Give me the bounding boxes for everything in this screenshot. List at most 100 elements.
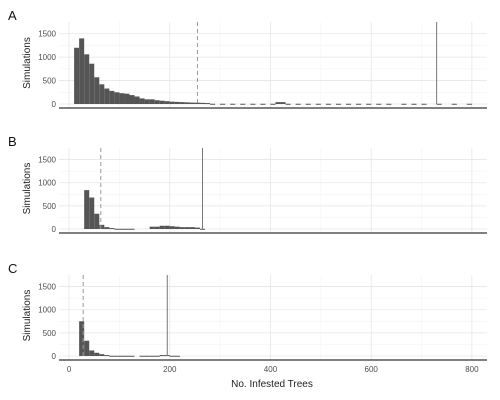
histogram-bar	[114, 92, 120, 104]
histogram-bar	[179, 227, 185, 229]
histogram-bar	[154, 100, 160, 104]
histogram-bar-low	[285, 103, 291, 105]
histogram-bar	[74, 47, 80, 104]
histogram-bar-low	[325, 103, 331, 105]
histogram-bar	[129, 95, 135, 104]
histogram-bar-low	[436, 103, 442, 105]
histogram-bar	[159, 100, 165, 104]
histogram-bar	[280, 102, 286, 104]
y-axis-title: Simulations	[22, 290, 33, 342]
histogram-bar	[109, 90, 115, 104]
histogram-bar	[149, 226, 155, 229]
histogram-bar	[89, 350, 95, 356]
histogram-bar	[189, 227, 195, 229]
panel-b: 0 500 1000 1500 Simulations B	[8, 134, 487, 234]
histogram-bar	[199, 102, 206, 104]
histogram-bar	[79, 38, 85, 104]
histogram-bar-low	[270, 103, 276, 105]
histogram-bar-low	[305, 103, 311, 105]
y-axis-title: Simulations	[22, 163, 33, 215]
y-tick-label: 500	[43, 77, 57, 86]
histogram-bar	[174, 101, 180, 104]
histogram-bar-low	[129, 228, 135, 230]
histogram-bar-low	[124, 228, 130, 230]
histogram-bar-low	[230, 103, 236, 105]
histogram-bar-low	[421, 103, 427, 105]
histogram-bar	[124, 93, 130, 104]
histogram-bar	[144, 99, 150, 104]
histogram-bar	[104, 227, 110, 229]
histogram-bar	[94, 213, 100, 229]
histogram-bar	[94, 77, 100, 104]
histogram-bar-low	[169, 355, 175, 357]
histogram-bar	[99, 84, 105, 104]
histogram-bar-low	[109, 355, 115, 357]
histogram-bar	[184, 227, 190, 229]
histogram-bar-low	[144, 355, 150, 357]
histogram-bar	[184, 102, 190, 104]
histogram-bar	[275, 102, 281, 104]
histogram-bar	[169, 226, 175, 229]
y-tick-label: 0	[52, 225, 57, 234]
y-tick-label: 1000	[38, 179, 56, 188]
histogram-bar-low	[401, 103, 407, 105]
histogram-bar	[104, 88, 110, 104]
histogram-bar-low	[154, 355, 160, 357]
histogram-bar	[174, 226, 180, 229]
histogram-bar-low	[174, 355, 180, 357]
panel-c: 0 500 1000 1500 Simulations C 0 200 400 600 800	[8, 261, 487, 374]
histogram-bar-low	[149, 355, 155, 357]
histogram-bar	[194, 227, 200, 229]
histogram-bar	[134, 96, 140, 104]
y-tick-label: 0	[52, 100, 57, 109]
y-tick-label: 0	[52, 352, 57, 361]
histogram-bar-low	[250, 103, 256, 105]
histogram-bar-low	[129, 355, 135, 357]
histogram-bar	[164, 101, 170, 104]
y-axis-title: Simulations	[22, 37, 33, 89]
panel-tag-label: C	[8, 261, 17, 276]
histogram-bar	[139, 98, 145, 104]
histogram-bar	[99, 354, 105, 356]
histogram-bar-low	[356, 103, 362, 105]
histogram-bar	[179, 102, 185, 104]
histogram-bar-low	[346, 103, 352, 105]
histogram-bar	[99, 224, 105, 229]
histogram-bar	[205, 103, 211, 105]
x-tick-label: 800	[465, 365, 479, 374]
y-tick-label: 500	[43, 329, 57, 338]
x-tick-label: 400	[264, 365, 278, 374]
y-tick-label: 500	[43, 202, 57, 211]
histogram-bar-low	[376, 103, 382, 105]
histogram-bar-low	[335, 103, 341, 105]
histogram-bar-low	[119, 355, 125, 357]
x-axis-title: No. Infested Trees	[231, 379, 313, 390]
histogram-bar-low	[366, 103, 372, 105]
histogram-bar	[84, 190, 90, 229]
histogram-bar	[104, 355, 110, 357]
histogram-bar-low	[240, 103, 246, 105]
histogram-bar	[159, 355, 165, 357]
y-tick-label: 1500	[38, 283, 56, 292]
histogram-bar	[119, 93, 125, 104]
x-tick-label: 0	[67, 365, 72, 374]
histogram-bar	[89, 197, 95, 229]
histogram-bar-low	[386, 103, 392, 105]
histogram-bar-low	[260, 103, 266, 105]
histogram-bar-low	[210, 103, 216, 105]
x-tick-label: 600	[365, 365, 379, 374]
histogram-bar-low	[139, 355, 145, 357]
histogram-bar-low	[295, 103, 301, 105]
y-tick-label: 1000	[38, 306, 56, 315]
histogram-bar	[189, 102, 195, 104]
panel-a: 0 500 1000 1500 Simulations A	[8, 8, 487, 109]
histogram-bar-low	[466, 103, 472, 105]
histogram-bar-low	[119, 228, 125, 230]
histogram-bar	[84, 340, 90, 356]
histogram-bar	[164, 225, 170, 229]
histogram-bar-low	[315, 103, 321, 105]
histogram-bar-low	[451, 103, 457, 105]
histogram-bar	[109, 228, 115, 230]
y-tick-label: 1500	[38, 156, 56, 165]
